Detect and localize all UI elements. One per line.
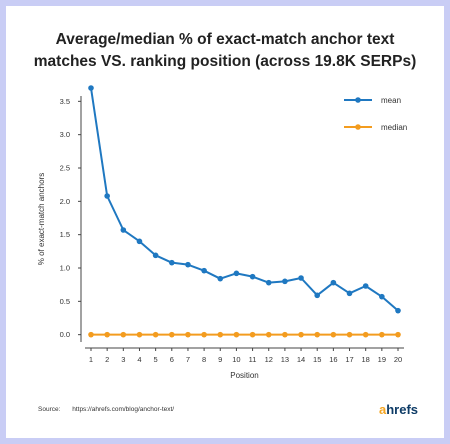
median-data-point (249, 331, 256, 338)
chart-card: Average/median % of exact-match anchor t… (6, 6, 444, 438)
legend-median-marker (355, 124, 361, 130)
y-tick-label: 1.0 (60, 264, 70, 273)
median-data-point (346, 331, 353, 338)
x-tick-label: 5 (154, 355, 158, 364)
line-chart: 0.00.51.01.52.02.53.03.51 2 3 4 5 6 7 8 9 10 11 12 1… (37, 85, 407, 380)
y-axis-title: % of exact-match anchors (37, 173, 46, 265)
y-tick-label: 3.0 (60, 130, 70, 139)
chart-title: Average/median % of exact-match anchor t… (6, 29, 444, 73)
x-tick-label: 1 (89, 355, 93, 364)
mean-data-point (136, 238, 143, 245)
median-data-point (217, 331, 224, 338)
x-tick-label: 4 (137, 355, 141, 364)
median-data-point (395, 331, 401, 338)
median-data-point (298, 331, 304, 338)
y-tick-label: 2.5 (60, 164, 70, 173)
median-data-point (233, 331, 240, 338)
mean-data-point (152, 252, 159, 259)
y-tick-label: 3.5 (60, 97, 70, 106)
median-data-point (104, 331, 110, 338)
median-data-point (330, 331, 337, 338)
source-url[interactable]: https://ahrefs.com/blog/anchor-text/ (72, 406, 175, 413)
y-tick-label: 2.0 (60, 197, 70, 206)
source-label: Source: (38, 406, 61, 413)
legend-median-label: median (381, 123, 407, 132)
x-tick-label: 17 (345, 355, 353, 364)
y-tick-label: 1.5 (60, 230, 70, 239)
mean-data-point (249, 273, 256, 280)
mean-data-point (330, 279, 337, 286)
mean-series-line (90, 87, 399, 312)
mean-data-point (282, 278, 288, 285)
x-tick-label: 2 (105, 355, 109, 364)
x-tick-label: 6 (170, 355, 174, 364)
mean-data-point (346, 290, 353, 297)
chart-title-line-1: Average/median % of exact-match anchor t… (55, 31, 395, 48)
mean-data-point (265, 279, 272, 286)
mean-data-point (362, 283, 369, 289)
median-data-point (265, 331, 272, 338)
x-tick-label: 16 (329, 355, 337, 364)
chart-title-line-2: matches VS. ranking position (across 19.… (33, 53, 417, 70)
legend-mean-label: mean (381, 96, 401, 105)
x-tick-label: 9 (218, 355, 222, 364)
median-data-point (88, 331, 94, 338)
mean-data-point (201, 267, 207, 274)
x-tick-label: 18 (362, 355, 370, 364)
median-data-point (282, 331, 288, 338)
mean-data-point (120, 227, 127, 233)
mean-data-point (88, 85, 94, 91)
x-tick-label: 8 (202, 355, 206, 364)
mean-data-point (217, 275, 224, 282)
x-axis-title: Position (230, 371, 258, 380)
x-tick-label: 3 (121, 355, 125, 364)
legend-mean-marker (355, 97, 361, 103)
median-data-point (379, 331, 385, 338)
x-tick-label: 19 (378, 355, 386, 364)
median-data-point (152, 331, 159, 338)
x-tick-label: 11 (249, 355, 257, 364)
mean-data-point (314, 292, 321, 299)
x-tick-label: 7 (186, 355, 190, 364)
ahrefs-logo-rest: hrefs (386, 402, 419, 417)
y-tick-label: 0.5 (60, 297, 70, 306)
median-data-point (362, 331, 369, 338)
x-tick-label: 10 (232, 355, 240, 364)
x-tick-label: 12 (265, 355, 273, 364)
mean-data-point (379, 293, 385, 300)
mean-data-point (233, 270, 240, 277)
median-data-point (185, 331, 191, 338)
mean-data-point (298, 275, 304, 281)
mean-data-point (168, 259, 175, 266)
mean-data-point (185, 261, 191, 268)
median-data-point (168, 331, 175, 338)
mean-data-point (395, 307, 401, 314)
x-tick-label: 20 (394, 355, 402, 364)
median-data-point (201, 331, 207, 338)
median-data-point (136, 331, 143, 338)
median-data-point (120, 331, 127, 338)
source-note: Source: https://ahrefs.com/blog/anchor-t… (38, 406, 174, 413)
x-tick-label: 13 (281, 355, 289, 364)
ahrefs-logo: ahrefs (379, 402, 418, 417)
x-tick-label: 15 (313, 355, 321, 364)
median-data-point (314, 331, 321, 338)
ahrefs-logo-a: a (379, 402, 387, 417)
mean-data-point (104, 193, 110, 199)
x-tick-label: 14 (297, 355, 305, 364)
y-tick-label: 0.0 (60, 330, 70, 339)
